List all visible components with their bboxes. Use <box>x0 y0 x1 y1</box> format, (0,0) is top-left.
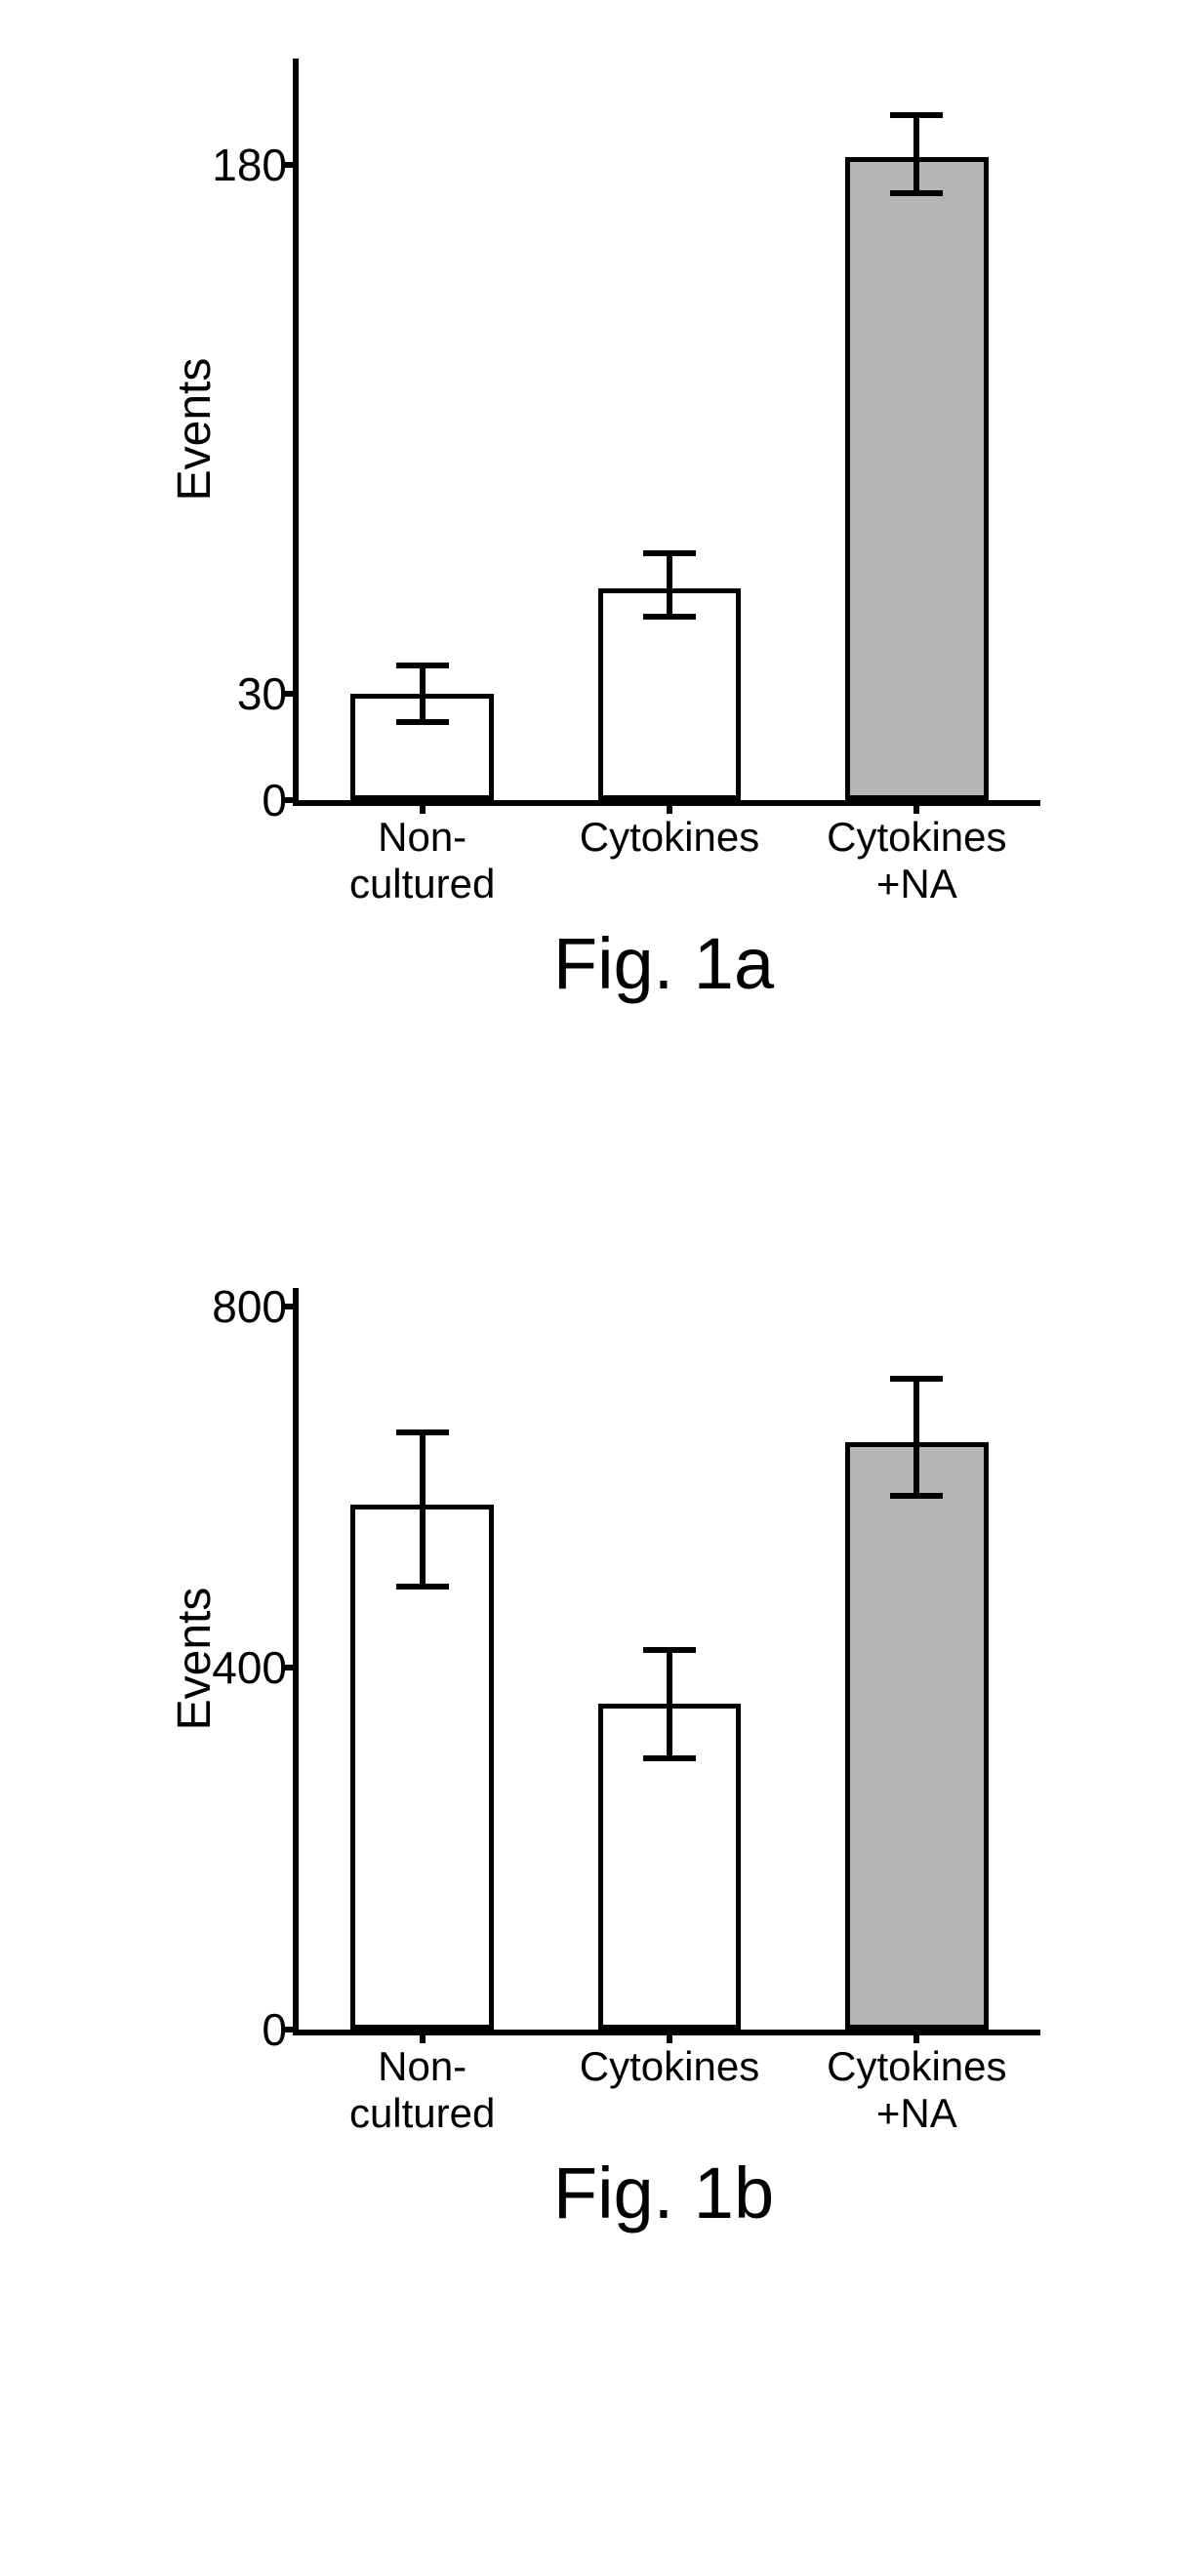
y-tick-label: 0 <box>262 2003 287 2056</box>
bar <box>598 588 742 800</box>
y-tick <box>285 691 299 697</box>
x-tick <box>913 800 919 814</box>
error-line <box>667 553 672 617</box>
x-label: Non-cultured <box>331 814 513 907</box>
page: Events 0 30 180 Non-cultured Cytokines Cytoki… <box>0 0 1177 2576</box>
x-tick <box>667 800 672 814</box>
error-line <box>667 1650 672 1758</box>
y-tick <box>285 1665 299 1670</box>
x-label: Non-cultured <box>331 2043 513 2137</box>
error-line <box>913 1379 919 1496</box>
x-label: Cytokines+NA <box>826 2043 1008 2137</box>
x-tick <box>913 2030 919 2043</box>
error-line <box>913 115 919 193</box>
error-cap-bottom <box>396 1584 449 1590</box>
error-line <box>420 666 426 723</box>
error-cap-top <box>643 1647 696 1653</box>
error-cap-top <box>396 663 449 668</box>
y-axis-label-a: Events <box>168 358 222 502</box>
y-tick <box>285 1304 299 1309</box>
x-label: Cytokines+NA <box>826 814 1008 907</box>
y-tick-label: 30 <box>237 667 287 720</box>
x-tick <box>420 2030 426 2043</box>
x-label: Cytokines <box>579 2043 761 2090</box>
y-tick-label: 180 <box>212 139 287 191</box>
error-cap-bottom <box>890 1493 943 1499</box>
error-cap-bottom <box>643 1755 696 1761</box>
error-cap-top <box>890 112 943 118</box>
error-cap-bottom <box>890 190 943 196</box>
error-cap-top <box>643 550 696 556</box>
y-tick-label: 400 <box>212 1641 287 1694</box>
chart-b: Events 0400800Non-culturedCytokinesCytok… <box>117 1288 1054 2035</box>
y-tick <box>285 797 299 803</box>
error-cap-top <box>396 1429 449 1435</box>
error-cap-bottom <box>643 614 696 620</box>
x-label: Cytokines <box>579 814 761 861</box>
figure-title-a: Fig. 1a <box>293 922 1035 1005</box>
plot-area-a: Events 030180Non-culturedCytokinesCytoki… <box>293 59 1040 806</box>
x-tick <box>667 2030 672 2043</box>
y-tick <box>285 2027 299 2033</box>
y-tick-label: 800 <box>212 1280 287 1333</box>
bar <box>845 1442 989 2030</box>
figure-title-b: Fig. 1b <box>293 2152 1035 2234</box>
chart-a: Events 030180Non-culturedCytokinesCytoki… <box>117 59 1054 806</box>
plot-area-b: Events 0400800Non-culturedCytokinesCytok… <box>293 1288 1040 2035</box>
bar <box>845 157 989 800</box>
y-tick <box>285 162 299 168</box>
y-tick-label: 0 <box>262 774 287 826</box>
error-line <box>420 1432 426 1587</box>
error-cap-bottom <box>396 719 449 725</box>
x-tick <box>420 800 426 814</box>
error-cap-top <box>890 1376 943 1382</box>
